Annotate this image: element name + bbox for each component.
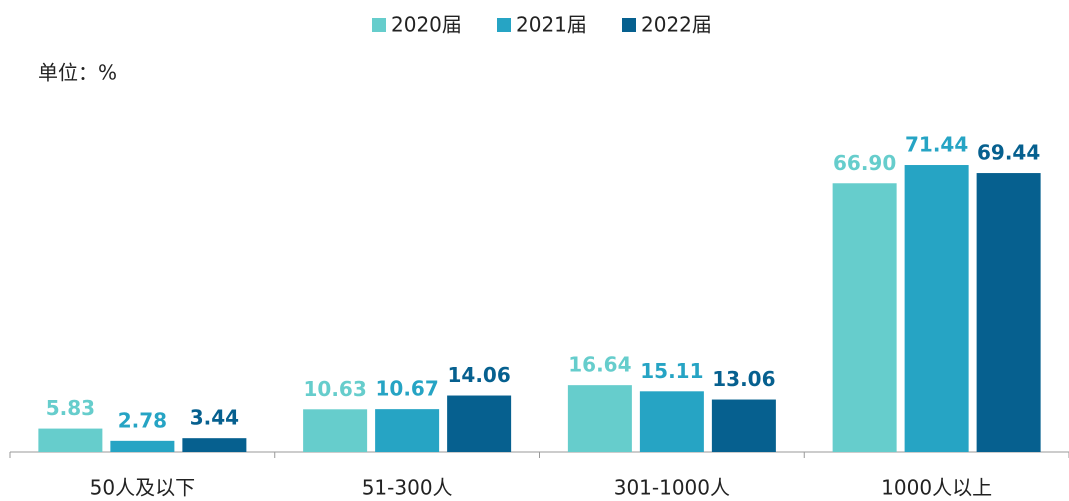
bar bbox=[976, 173, 1041, 453]
data-label: 15.11 bbox=[640, 359, 703, 383]
data-label: 3.44 bbox=[190, 406, 239, 430]
bar bbox=[832, 183, 897, 452]
bar bbox=[182, 438, 247, 452]
x-tick-label: 301-1000人 bbox=[614, 476, 730, 500]
data-label: 71.44 bbox=[905, 133, 968, 157]
bar bbox=[110, 440, 175, 452]
bar bbox=[447, 395, 512, 452]
bar bbox=[711, 399, 776, 452]
data-label: 10.63 bbox=[303, 377, 366, 401]
legend-label: 2021届 bbox=[516, 13, 587, 37]
bar bbox=[375, 409, 440, 452]
x-tick-label: 51-300人 bbox=[362, 476, 453, 500]
data-label: 66.90 bbox=[833, 151, 896, 175]
data-label: 2.78 bbox=[118, 408, 167, 432]
bar bbox=[567, 385, 632, 452]
data-label: 16.64 bbox=[568, 353, 631, 377]
data-label: 14.06 bbox=[447, 363, 510, 387]
bar bbox=[38, 428, 103, 452]
data-label: 13.06 bbox=[712, 367, 775, 391]
legend-swatch bbox=[622, 18, 636, 32]
data-label: 10.67 bbox=[375, 377, 438, 401]
bar bbox=[904, 165, 969, 452]
bar bbox=[639, 391, 704, 452]
unit-label: 单位：% bbox=[38, 61, 117, 85]
bar bbox=[303, 409, 368, 452]
x-tick-label: 50人及以下 bbox=[90, 476, 195, 500]
x-tick-label: 1000人以上 bbox=[881, 476, 992, 500]
legend-swatch bbox=[497, 18, 511, 32]
legend-label: 2022届 bbox=[641, 13, 712, 37]
legend-swatch bbox=[372, 18, 386, 32]
data-label: 5.83 bbox=[46, 396, 95, 420]
legend-label: 2020届 bbox=[391, 13, 462, 37]
data-label: 69.44 bbox=[977, 141, 1040, 165]
